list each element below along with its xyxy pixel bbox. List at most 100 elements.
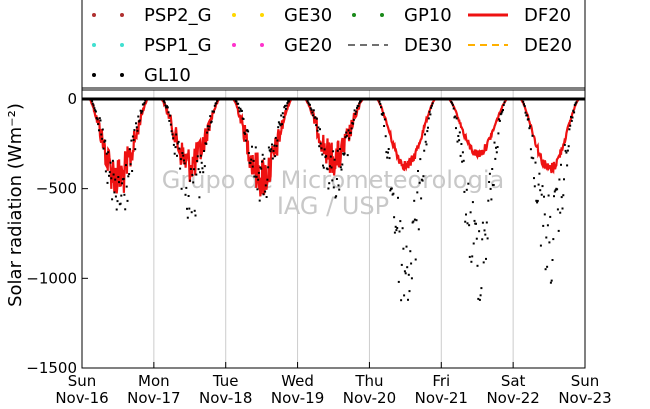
series-gl10-point — [176, 142, 179, 145]
series-gl10-point — [213, 110, 215, 113]
series-gl10-point — [336, 149, 339, 152]
series-gl10-point — [406, 266, 409, 269]
series-gl10-point — [281, 123, 283, 126]
series-gl10-point — [480, 287, 483, 290]
series-gl10-point — [399, 220, 402, 223]
series-gl10-point — [481, 221, 484, 224]
series-gl10-point — [381, 113, 384, 116]
series-gl10-point — [332, 186, 335, 189]
series-gl10-point — [165, 106, 168, 109]
series-gl10-point — [487, 199, 490, 202]
series-gl10-point — [267, 166, 270, 169]
series-gl10-point — [468, 255, 471, 258]
series-gl10-point — [104, 170, 107, 173]
series-gl10-point — [319, 142, 322, 145]
series-gl10-point — [393, 231, 396, 234]
series-gl10-point — [260, 167, 263, 170]
series-gl10-point — [258, 199, 261, 202]
series-gl10-point — [256, 188, 259, 191]
series-gl10-point — [243, 131, 246, 134]
series-gl10-point — [247, 130, 250, 133]
series-gl10-point — [169, 114, 172, 117]
series-gl10-point — [108, 171, 111, 174]
series-gl10-point — [541, 185, 544, 188]
series-gl10-point — [285, 104, 288, 107]
series-gl10-point — [259, 166, 262, 169]
series-gl10-point — [407, 298, 409, 301]
series-gl10-point — [359, 99, 362, 102]
series-gl10-point — [542, 224, 545, 227]
series-gl10-point — [424, 133, 426, 136]
series-gl10-point — [343, 152, 346, 155]
series-gl10-point — [309, 107, 312, 110]
series-gl10-point — [322, 166, 325, 169]
series-gl10-point — [193, 168, 195, 171]
series-gl10-point — [408, 290, 411, 293]
series-gl10-point — [561, 207, 564, 210]
series-gl10-point — [280, 114, 283, 117]
series-gl10-point — [121, 182, 124, 185]
series-gl10-point — [107, 151, 110, 154]
legend-marker-ge20 — [232, 43, 236, 47]
series-gl10-point — [196, 155, 199, 158]
series-gl10-point — [131, 135, 134, 138]
series-gl10-point — [537, 183, 540, 186]
series-gl10-point — [539, 244, 542, 247]
series-gl10-point — [215, 102, 218, 105]
series-gl10-point — [502, 104, 505, 106]
series-gl10-point — [498, 118, 501, 121]
series-gl10-point — [96, 118, 99, 121]
series-gl10-point — [186, 216, 189, 219]
series-gl10-point — [523, 103, 525, 106]
series-gl10-point — [171, 133, 174, 136]
series-gl10-point — [345, 134, 348, 137]
series-gl10-point — [390, 187, 393, 190]
series-gl10-point — [395, 229, 398, 232]
series-gl10-point — [544, 268, 547, 271]
series-gl10-point — [284, 107, 287, 110]
series-gl10-point — [572, 109, 575, 112]
series-gl10-point — [430, 104, 433, 107]
series-gl10-point — [477, 297, 480, 300]
series-gl10-point — [187, 195, 190, 197]
series-gl10-point — [431, 102, 434, 105]
legend-marker-ge30 — [260, 13, 264, 17]
series-gl10-point — [574, 102, 577, 105]
series-gl10-point — [546, 224, 549, 227]
series-gl10-point — [471, 255, 474, 258]
series-gl10-point — [189, 179, 192, 182]
series-gl10-point — [115, 208, 118, 211]
series-gl10-point — [122, 177, 125, 180]
series-gl10-point — [133, 129, 136, 132]
series-gl10-point — [102, 147, 105, 150]
series-gl10-point — [269, 150, 272, 153]
series-gl10-point — [429, 113, 432, 116]
series-gl10-point — [277, 126, 280, 129]
series-gl10-point — [383, 125, 386, 127]
series-gl10-point — [460, 143, 463, 145]
series-gl10-point — [101, 128, 104, 131]
series-gl10-point — [419, 158, 422, 161]
series-gl10-point — [100, 133, 103, 136]
series-gl10-point — [352, 122, 355, 125]
series-gl10-point — [396, 227, 399, 229]
series-gl10-point — [503, 101, 506, 104]
series-gl10-point — [261, 160, 263, 163]
series-gl10-point — [475, 237, 478, 240]
series-gl10-point — [428, 110, 431, 113]
series-gl10-point — [546, 265, 549, 268]
series-gl10-point — [320, 147, 323, 150]
series-gl10-point — [420, 197, 423, 200]
series-gl10-point — [180, 187, 183, 190]
series-gl10-point — [91, 100, 94, 103]
series-gl10-point — [210, 120, 213, 123]
x-tick-label-date: Nov-19 — [271, 389, 324, 407]
series-gl10-point — [400, 299, 403, 302]
x-axis: SunNov-16MonNov-17TueNov-18WedNov-19ThuN… — [55, 362, 612, 407]
series-gl10-point — [459, 154, 462, 157]
series-gl10-point — [557, 229, 560, 232]
series-gl10-point — [208, 125, 211, 128]
series-gl10-point — [495, 151, 498, 154]
series-gl10-point — [549, 215, 552, 218]
